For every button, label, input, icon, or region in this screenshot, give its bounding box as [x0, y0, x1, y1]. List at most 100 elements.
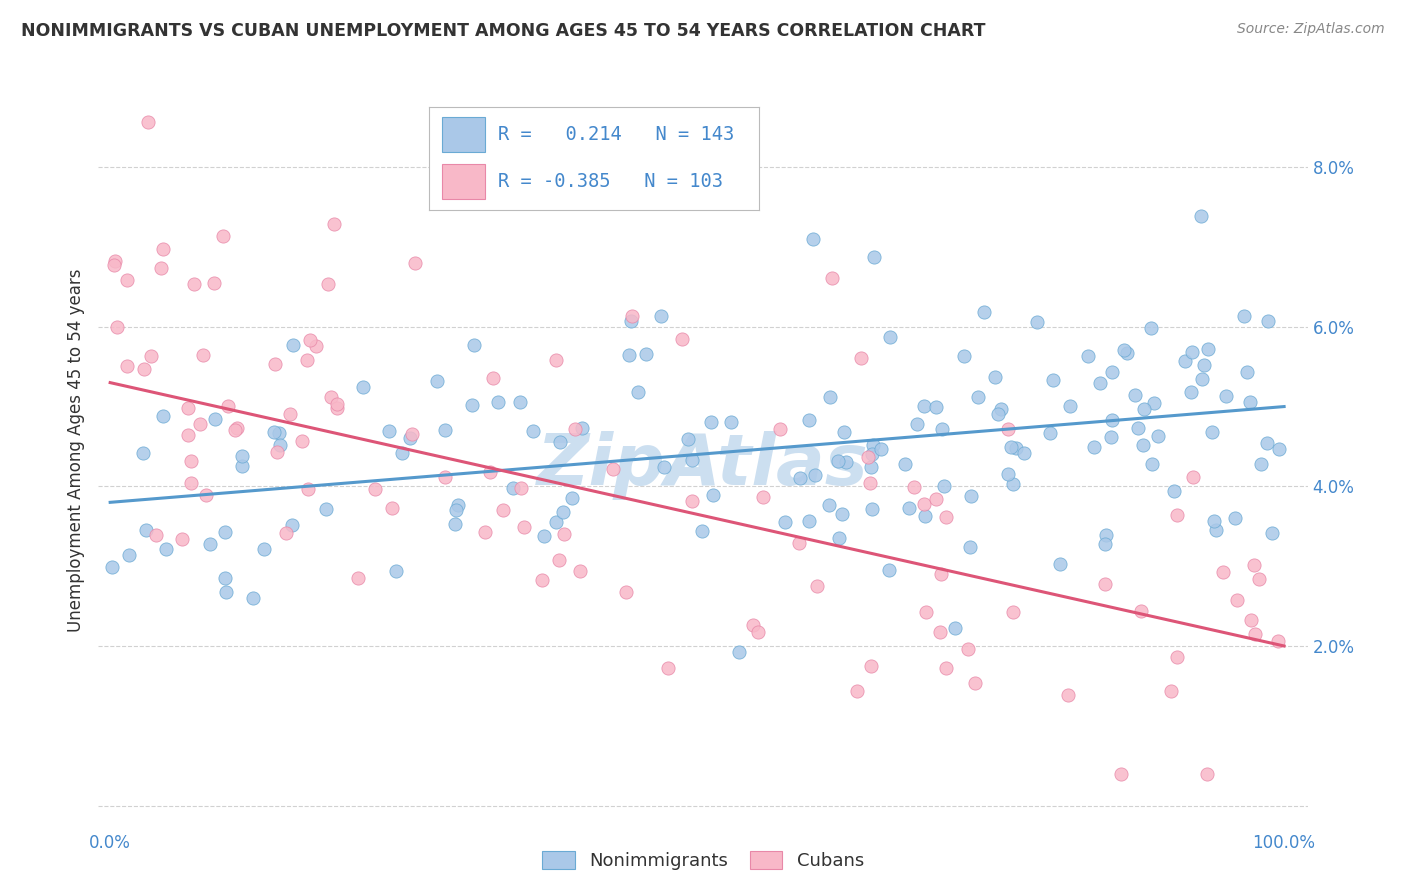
Point: [291, 434, 314, 449]
Point: [1111, 766, 1133, 780]
Point: [818, 498, 841, 512]
Point: [879, 330, 901, 344]
Point: [1212, 565, 1234, 579]
Point: [322, 217, 344, 231]
Y-axis label: Unemployment Among Ages 45 to 54 years: Unemployment Among Ages 45 to 54 years: [66, 268, 84, 632]
Point: [263, 357, 285, 371]
Point: [617, 348, 640, 362]
Point: [326, 397, 349, 411]
Point: [1240, 613, 1263, 627]
Point: [997, 422, 1019, 436]
Point: [1094, 527, 1116, 541]
Point: [870, 442, 893, 457]
Point: [1094, 537, 1116, 551]
Point: [131, 446, 153, 460]
Point: [346, 571, 368, 585]
Text: R =   0.214   N = 143: R = 0.214 N = 143: [498, 125, 734, 145]
Point: [544, 352, 567, 367]
Point: [553, 527, 575, 541]
Point: [100, 560, 122, 574]
Point: [627, 384, 650, 399]
Point: [860, 502, 883, 516]
Point: [269, 438, 291, 452]
Point: [828, 531, 851, 545]
Point: [973, 305, 995, 319]
Point: [253, 542, 276, 557]
Text: Source: ZipAtlas.com: Source: ZipAtlas.com: [1237, 22, 1385, 37]
Point: [1101, 365, 1123, 379]
Point: [295, 352, 318, 367]
Point: [959, 540, 981, 554]
Point: [561, 491, 583, 505]
Point: [1201, 425, 1223, 440]
Point: [231, 458, 253, 473]
Point: [681, 493, 703, 508]
Point: [104, 254, 127, 268]
Point: [326, 401, 349, 415]
Point: [905, 417, 928, 432]
Point: [787, 536, 810, 550]
Point: [118, 548, 141, 562]
Point: [107, 320, 129, 334]
Point: [1116, 346, 1139, 360]
Point: [1088, 376, 1111, 390]
Point: [835, 455, 858, 469]
Point: [298, 334, 321, 348]
Point: [510, 481, 533, 495]
Point: [434, 423, 457, 437]
FancyBboxPatch shape: [441, 118, 485, 153]
Point: [281, 517, 304, 532]
Point: [1012, 446, 1035, 460]
Point: [720, 415, 742, 429]
Point: [657, 661, 679, 675]
Point: [652, 459, 675, 474]
Point: [1130, 604, 1153, 618]
Point: [446, 499, 468, 513]
Point: [172, 532, 194, 546]
Point: [925, 400, 948, 414]
Point: [681, 453, 703, 467]
Point: [152, 242, 174, 256]
Point: [569, 564, 592, 578]
Point: [827, 454, 849, 468]
Point: [620, 314, 643, 328]
Point: [391, 446, 413, 460]
Point: [997, 467, 1019, 481]
Point: [202, 276, 225, 290]
Point: [433, 470, 456, 484]
Point: [1166, 508, 1188, 522]
Point: [931, 422, 953, 436]
Point: [183, 277, 205, 291]
Point: [797, 413, 820, 427]
Point: [858, 476, 880, 491]
Point: [1000, 441, 1022, 455]
Point: [214, 524, 236, 539]
Point: [634, 347, 657, 361]
Point: [533, 528, 555, 542]
Point: [1004, 441, 1026, 455]
Point: [1132, 401, 1154, 416]
Point: [752, 490, 775, 504]
Point: [546, 515, 568, 529]
Point: [1163, 484, 1185, 499]
Point: [614, 585, 637, 599]
Point: [211, 228, 233, 243]
Point: [690, 524, 713, 539]
Point: [966, 390, 988, 404]
Point: [1249, 573, 1271, 587]
Point: [150, 261, 173, 276]
Point: [915, 605, 938, 619]
Point: [1257, 314, 1279, 328]
FancyBboxPatch shape: [441, 164, 485, 199]
Point: [860, 447, 883, 461]
Point: [1002, 476, 1025, 491]
Point: [846, 684, 869, 698]
Point: [602, 462, 624, 476]
Point: [1101, 413, 1123, 427]
Point: [932, 479, 955, 493]
Point: [378, 424, 401, 438]
Point: [818, 391, 841, 405]
Point: [188, 417, 211, 432]
Point: [224, 423, 246, 437]
Point: [263, 425, 285, 440]
